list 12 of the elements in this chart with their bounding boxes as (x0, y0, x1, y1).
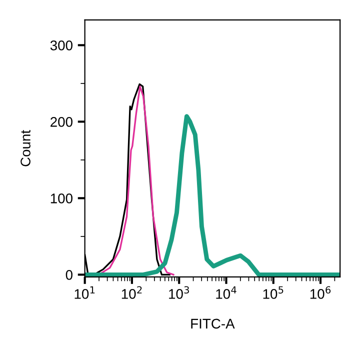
x-tick-label: 10$^{3}$ (169, 286, 189, 299)
y-axis-title: Count (20, 130, 30, 166)
x-axis-title: FITC-A (191, 318, 235, 329)
x-tick-label: 10$^{5}$ (263, 286, 284, 299)
y-tick-label: 0 (66, 270, 72, 280)
x-tick-label: 10$^{1}$ (74, 286, 95, 299)
y-tick-label: 100 (50, 194, 72, 204)
x-tick-label: 10$^{4}$ (216, 286, 236, 299)
y-tick-label: 300 (50, 40, 72, 50)
x-tick-label: 10$^{6}$ (310, 286, 331, 299)
x-tick-label: 10$^{2}$ (122, 286, 142, 299)
y-tick-label: 200 (50, 117, 72, 127)
